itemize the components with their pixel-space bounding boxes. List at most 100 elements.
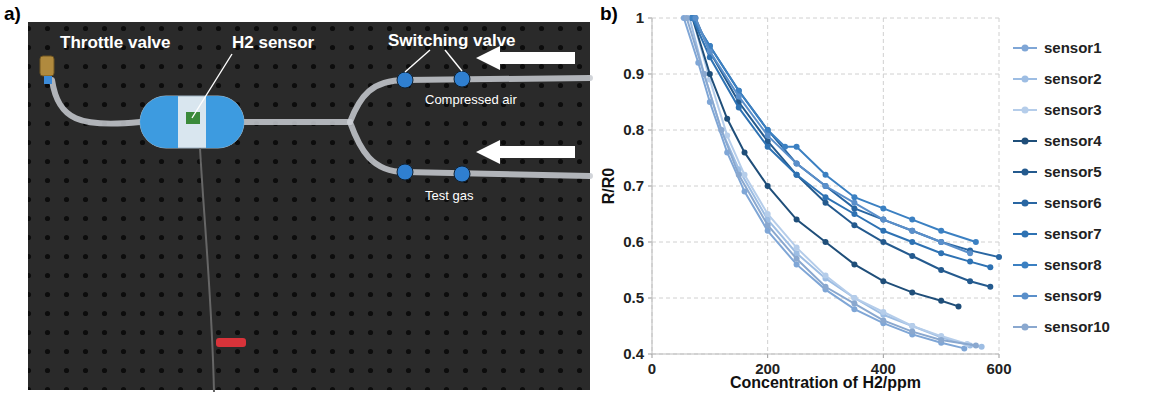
series-marker xyxy=(823,200,829,206)
legend-label: sensor4 xyxy=(1044,132,1102,149)
series-line xyxy=(684,18,964,348)
grid-line xyxy=(652,18,999,19)
chamber-cap xyxy=(206,96,244,148)
legend-marker xyxy=(1022,293,1029,300)
tick xyxy=(648,298,652,299)
series-marker xyxy=(987,264,993,270)
series-marker xyxy=(851,295,857,301)
tick xyxy=(648,354,652,355)
tick-label: 0.9 xyxy=(623,65,644,82)
series-marker xyxy=(880,278,886,284)
legend-label: sensor8 xyxy=(1044,256,1102,273)
series-marker xyxy=(938,298,944,304)
series-line xyxy=(692,18,999,257)
series-marker xyxy=(996,254,1002,260)
series-marker xyxy=(880,239,886,245)
series-marker xyxy=(909,228,915,234)
series-marker xyxy=(938,337,944,343)
panel-letter: a) xyxy=(4,3,21,24)
series-marker xyxy=(880,205,886,211)
tick-label: 1 xyxy=(636,9,644,26)
series-marker xyxy=(880,217,886,223)
grid-line xyxy=(652,130,999,131)
tick xyxy=(648,242,652,243)
photo-label: Switching valve xyxy=(388,31,516,50)
tick-label: 0 xyxy=(648,360,656,377)
series-marker xyxy=(718,127,724,133)
series-marker xyxy=(823,172,829,178)
photo-label: H2 sensor xyxy=(232,33,315,52)
valve-knob xyxy=(397,72,413,88)
series-marker xyxy=(851,301,857,307)
series-marker xyxy=(794,172,800,178)
series-marker xyxy=(973,239,979,245)
tube-air xyxy=(350,78,590,122)
y-axis xyxy=(652,18,653,354)
series-marker xyxy=(851,205,857,211)
tick xyxy=(999,354,1000,358)
tick xyxy=(767,354,768,358)
fitting xyxy=(44,76,52,84)
tick xyxy=(883,354,884,358)
series-marker xyxy=(718,127,724,133)
tick-label: 0.5 xyxy=(623,289,644,306)
series-marker xyxy=(909,239,915,245)
legend-marker xyxy=(1022,76,1029,83)
legend-label: sensor3 xyxy=(1044,101,1102,118)
series-line xyxy=(687,18,976,346)
series-marker xyxy=(707,49,713,55)
series-marker xyxy=(938,250,944,256)
series-marker xyxy=(701,71,707,77)
legend-label: sensor1 xyxy=(1044,39,1102,56)
chamber-cap xyxy=(140,96,178,148)
leader-line xyxy=(405,50,430,72)
series-marker xyxy=(880,317,886,323)
legend-label: sensor5 xyxy=(1044,163,1102,180)
series-marker xyxy=(938,239,944,245)
series-marker xyxy=(909,323,915,329)
series-marker xyxy=(736,105,742,111)
series-marker xyxy=(794,161,800,167)
series-marker xyxy=(851,200,857,206)
panel-letter: b) xyxy=(600,3,618,24)
axis-title: Concentration of H2/ppm xyxy=(730,374,921,391)
tick xyxy=(648,186,652,187)
grid-line xyxy=(652,18,653,354)
breadboard xyxy=(28,22,590,390)
series-marker xyxy=(692,15,698,21)
photo-label: Throttle valve xyxy=(60,33,171,52)
series-marker xyxy=(707,71,713,77)
series-marker xyxy=(765,183,771,189)
valve-knob xyxy=(397,164,413,180)
grid-line xyxy=(652,298,999,299)
chart: 0.40.50.60.70.80.910200400600Concentrati… xyxy=(600,9,1012,391)
series-marker xyxy=(701,71,707,77)
series-marker xyxy=(938,267,944,273)
series-marker xyxy=(742,149,748,155)
legend-marker xyxy=(1022,107,1029,114)
series-line xyxy=(692,18,990,267)
leader-line xyxy=(445,50,462,71)
legend-marker xyxy=(1022,262,1029,269)
series-marker xyxy=(851,306,857,312)
legend: sensor1sensor2sensor3sensor4sensor5senso… xyxy=(1013,39,1110,335)
legend-label: sensor9 xyxy=(1044,287,1102,304)
series-marker xyxy=(724,116,730,122)
grid-line xyxy=(652,354,999,355)
series-marker xyxy=(880,217,886,223)
series-marker xyxy=(794,245,800,251)
series-marker xyxy=(973,343,979,349)
figure: a) Throttle valve H2 sensor Switching valve… xyxy=(0,0,1165,394)
axis-title: R/R0 xyxy=(600,168,617,205)
series-marker xyxy=(684,15,690,21)
leader-line xyxy=(192,54,232,118)
photo-label: Test gas xyxy=(425,188,474,203)
series-marker xyxy=(880,228,886,234)
series-marker xyxy=(938,228,944,234)
valve-knob xyxy=(454,166,470,182)
series-marker xyxy=(909,289,915,295)
tube-outlet xyxy=(52,80,140,124)
series-line xyxy=(692,18,967,344)
series-marker xyxy=(765,222,771,228)
series-marker xyxy=(909,329,915,335)
